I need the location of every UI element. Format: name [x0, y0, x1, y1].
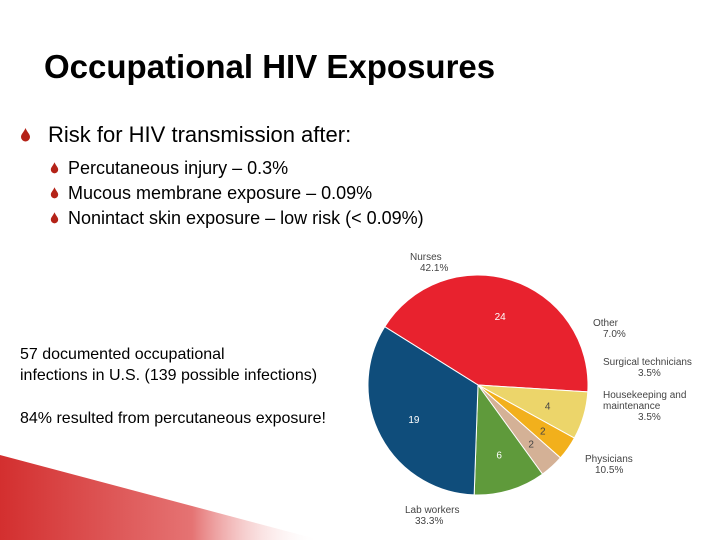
bullet-list: Risk for HIV transmission after: Percuta…: [20, 120, 424, 231]
pie-slice-nurses: [384, 274, 589, 393]
slice-value-label: 24: [495, 312, 507, 323]
infections-note-line2: infections in U.S. (139 possible infecti…: [20, 367, 318, 384]
slice-value-label: 19: [408, 415, 420, 426]
bullet-main: Risk for HIV transmission after:: [20, 120, 424, 150]
slice-percent-label: 7.0%: [603, 329, 626, 340]
sub-bullet-text: Nonintact skin exposure – low risk (< 0.…: [68, 208, 424, 228]
drop-bullet-icon: [50, 206, 68, 231]
slice-percent-label: 42.1%: [420, 263, 448, 274]
sub-bullet: Percutaneous injury – 0.3%: [50, 156, 424, 181]
bullet-main-text: Risk for HIV transmission after:: [48, 122, 352, 147]
slice-category-label: Lab workers: [405, 505, 459, 516]
pie-slice-lab-workers: [367, 326, 479, 496]
slice-category-label: Other: [593, 318, 619, 329]
slice-category-label: Housekeeping and: [603, 390, 686, 401]
pie-slice-physicians: [473, 383, 544, 496]
percutaneous-note: 84% resulted from percutaneous exposure!: [20, 410, 326, 427]
slice-value-label: 2: [528, 440, 534, 451]
sub-bullet: Mucous membrane exposure – 0.09%: [50, 181, 424, 206]
infections-note-line1: 57 documented occupational: [20, 346, 225, 363]
drop-bullet-icon: [50, 156, 68, 181]
drop-bullet-icon: [50, 181, 68, 206]
slice-percent-label: 3.5%: [638, 412, 661, 423]
slice-value-label: 6: [496, 450, 502, 461]
slice-percent-label: 3.5%: [638, 368, 661, 379]
infections-note: 57 documented occupational infections in…: [20, 344, 317, 386]
slice-value-label: 4: [545, 401, 551, 412]
sub-bullet-text: Percutaneous injury – 0.3%: [68, 158, 289, 178]
slice-category-label: Physicians: [585, 454, 633, 465]
sub-bullet: Nonintact skin exposure – low risk (< 0.…: [50, 206, 424, 231]
sub-bullet-text: Mucous membrane exposure – 0.09%: [68, 183, 373, 203]
slice-percent-label: 33.3%: [415, 516, 443, 527]
page-title: Occupational HIV Exposures: [44, 48, 496, 85]
slice-category-label: Surgical technicians: [603, 357, 692, 368]
slice-percent-label: 10.5%: [595, 465, 623, 476]
slice-value-label: 2: [540, 427, 546, 438]
slice-category-label: Nurses: [410, 252, 442, 263]
drop-bullet-icon: [20, 120, 48, 150]
slice-category-label: maintenance: [603, 401, 661, 412]
sub-bullet-list: Percutaneous injury – 0.3% Mucous membra…: [20, 156, 424, 231]
